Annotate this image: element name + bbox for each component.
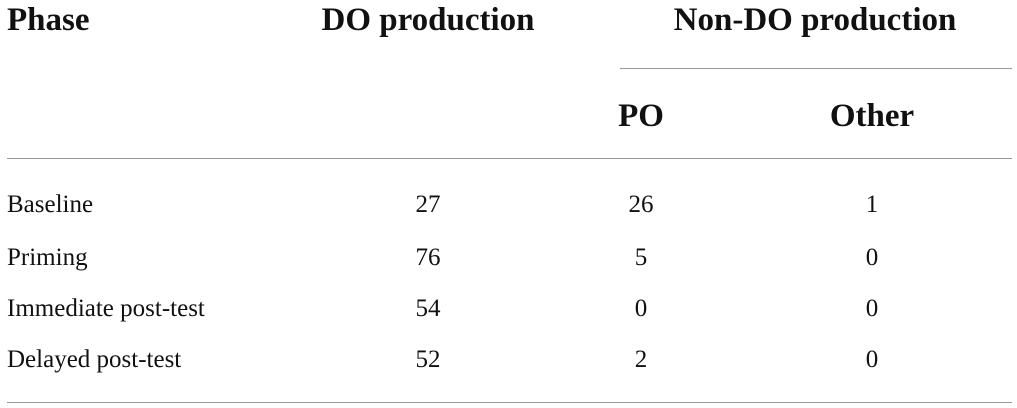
- cell-po: 5: [634, 244, 648, 271]
- header-bottom-rule: [7, 158, 1012, 159]
- cell-do: 76: [415, 244, 441, 271]
- header-phase: Phase: [7, 2, 90, 38]
- row-label: Immediate post-test: [7, 295, 205, 322]
- cell-other: 1: [865, 191, 879, 218]
- cell-other: 0: [865, 295, 879, 322]
- cell-po: 0: [634, 295, 648, 322]
- table-bottom-rule: [7, 402, 1012, 403]
- header-non-do-production: Non-DO production: [673, 2, 957, 38]
- header-do-production: DO production: [321, 2, 535, 38]
- cell-other: 0: [865, 346, 879, 373]
- cell-po: 26: [628, 191, 654, 218]
- row-label: Delayed post-test: [7, 346, 182, 373]
- header-other: Other: [829, 98, 915, 134]
- cell-do: 27: [415, 191, 441, 218]
- row-label: Priming: [7, 244, 88, 271]
- cell-do: 54: [415, 295, 441, 322]
- row-label: Baseline: [7, 191, 94, 218]
- cell-po: 2: [634, 346, 648, 373]
- header-rule: [620, 68, 1012, 69]
- cell-other: 0: [865, 244, 879, 271]
- header-po: PO: [618, 98, 664, 134]
- cell-do: 52: [415, 346, 441, 373]
